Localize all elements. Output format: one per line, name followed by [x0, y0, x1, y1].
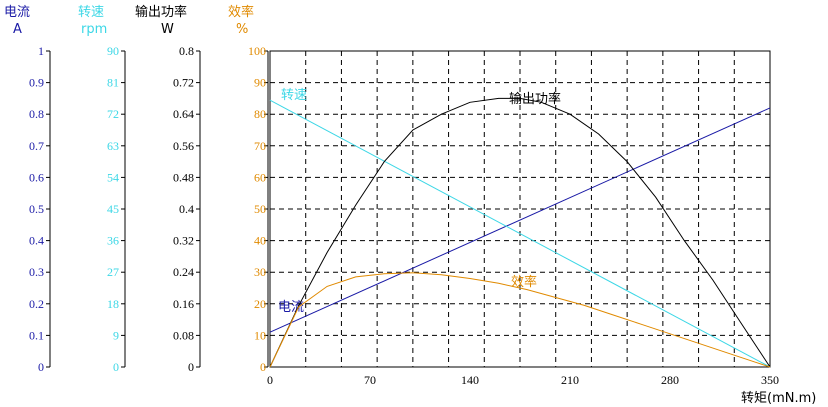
y-axis-efficiency: 效率% 0 10 20 30 40 50 60 70 80 90 100 [228, 4, 269, 374]
series-current-label: 电流 [278, 300, 304, 315]
y-axis-power: 输出功率 W 0 0.08 0.16 0.24 0.32 0.4 0.48 0.56 0.64 0.7… [135, 4, 201, 374]
series-speed-line [269, 99, 771, 368]
y-tick-label-power: 0.72 [173, 76, 194, 90]
y-tick-label-efficiency: 20 [254, 297, 266, 311]
y-tick-label-efficiency: 10 [254, 328, 266, 342]
y-tick-label-speed: 36 [107, 234, 119, 248]
y-tick-label-efficiency: 90 [254, 76, 266, 90]
y-tick-label-current: 0.1 [29, 328, 44, 342]
y-tick-label-efficiency: 0 [260, 360, 266, 374]
y-tick-label-efficiency: 80 [254, 107, 266, 121]
y-axis-speed: 转速 rpm 0 9 18 27 36 45 54 63 72 81 90 [78, 5, 126, 374]
series-efficiency-label: 效率 [511, 274, 537, 290]
y-axis-power-unit: W [161, 22, 174, 37]
series-power-line [269, 97, 771, 368]
y-tick-label-speed: 54 [107, 170, 119, 184]
series-power-label: 输出功率 [509, 91, 561, 107]
y-tick-label-efficiency: 70 [254, 139, 266, 153]
y-tick-label-power: 0.48 [173, 170, 194, 184]
y-tick-label-power: 0.16 [173, 297, 194, 311]
y-tick-label-current: 0.7 [29, 139, 44, 153]
y-tick-label-power: 0.32 [173, 234, 194, 248]
x-axis-label: 转矩(mN.m) [741, 391, 816, 406]
y-tick-label-speed: 81 [107, 76, 119, 90]
y-tick-label-speed: 0 [113, 360, 119, 374]
y-axis-current-title: 电流 [4, 5, 30, 20]
x-tick-label: 280 [661, 373, 679, 387]
y-tick-label-power: 0.08 [173, 328, 194, 342]
y-tick-label-power: 0 [188, 360, 194, 374]
y-tick-label-efficiency: 30 [254, 265, 266, 279]
y-tick-label-efficiency: 100 [248, 44, 266, 58]
y-tick-label-current: 0.4 [29, 234, 44, 248]
y-tick-label-power: 0.56 [173, 139, 194, 153]
x-axis-ticks: 0 70 140 210 280 350 [267, 373, 779, 387]
y-tick-label-speed: 27 [107, 265, 119, 279]
x-tick-label: 0 [267, 373, 273, 387]
y-tick-label-speed: 9 [113, 328, 119, 342]
y-tick-label-current: 0.8 [29, 107, 44, 121]
y-axis-current: 电流 A 0 0.1 0.2 0.3 0.4 0.5 0.6 0.7 0.8 0.9 1 [4, 5, 51, 374]
x-tick-label: 350 [761, 373, 779, 387]
y-axis-efficiency-unit: % [236, 22, 248, 37]
y-axis-speed-unit: rpm [81, 22, 107, 37]
y-tick-label-current: 1 [38, 44, 44, 58]
y-tick-label-power: 0.64 [173, 107, 194, 121]
y-tick-label-power: 0.4 [179, 202, 194, 216]
y-tick-label-current: 0.2 [29, 297, 44, 311]
y-tick-label-speed: 45 [107, 202, 119, 216]
y-axis-efficiency-title: 效率 [228, 4, 254, 20]
y-tick-label-efficiency: 40 [254, 234, 266, 248]
y-tick-label-current: 0.6 [29, 170, 44, 184]
y-tick-label-current: 0 [38, 360, 44, 374]
series-efficiency-line [269, 272, 771, 368]
y-axis-current-unit: A [13, 22, 22, 37]
y-tick-label-speed: 63 [107, 139, 119, 153]
y-tick-label-speed: 72 [107, 107, 119, 121]
y-tick-label-power: 0.8 [179, 44, 194, 58]
y-tick-label-power: 0.24 [173, 265, 194, 279]
series-current-line [269, 107, 771, 333]
y-tick-label-efficiency: 60 [254, 170, 266, 184]
y-tick-label-speed: 18 [107, 297, 119, 311]
y-tick-label-efficiency: 50 [254, 202, 266, 216]
y-tick-label-current: 0.3 [29, 265, 44, 279]
y-axes-group: 电流 A 0 0.1 0.2 0.3 0.4 0.5 0.6 0.7 0.8 0.9 1 转速 rpm 0 9 1… [4, 4, 269, 374]
x-tick-label: 140 [461, 373, 479, 387]
series-speed-label: 转速 [281, 88, 307, 103]
y-tick-label-current: 0.5 [29, 202, 44, 216]
x-tick-label: 210 [561, 373, 579, 387]
x-tick-label: 70 [364, 373, 376, 387]
y-tick-label-speed: 90 [107, 44, 119, 58]
y-tick-label-current: 0.9 [29, 76, 44, 90]
y-axis-speed-title: 转速 [78, 5, 104, 20]
y-axis-power-title: 输出功率 [135, 4, 187, 20]
